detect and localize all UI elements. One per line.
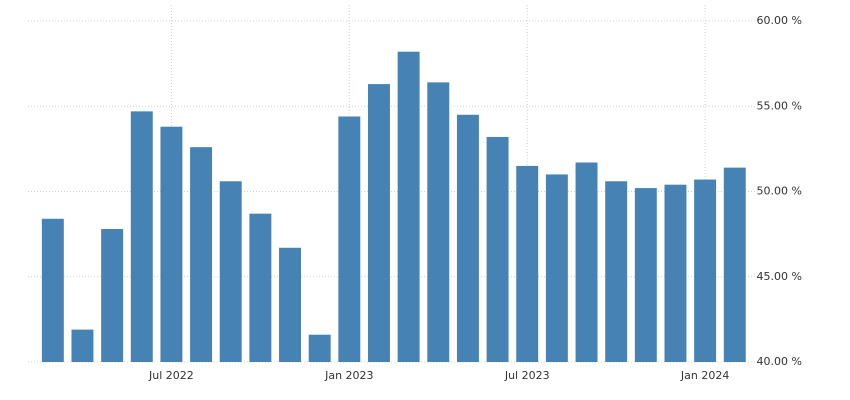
- y-tick-label: 40.00 %: [757, 355, 802, 368]
- bar: [279, 247, 301, 362]
- bar: [308, 334, 331, 362]
- x-tick-label: Jul 2023: [504, 369, 550, 382]
- bar: [694, 179, 717, 362]
- bar: [219, 181, 242, 362]
- x-tick-label: Jan 2023: [324, 369, 373, 382]
- bar: [130, 111, 153, 363]
- bar: [456, 114, 479, 363]
- bar: [634, 188, 657, 362]
- bar: [101, 229, 124, 362]
- bar: [516, 165, 539, 362]
- bar: [190, 147, 213, 362]
- bar: [427, 82, 450, 362]
- bar: [397, 51, 420, 362]
- bar: [160, 126, 183, 363]
- y-tick-label: 60.00 %: [757, 14, 802, 27]
- bar: [71, 329, 94, 362]
- x-tick-label: Jul 2022: [148, 369, 194, 382]
- x-tick-label: Jan 2024: [680, 369, 729, 382]
- bar: [605, 181, 628, 362]
- bar: [41, 218, 64, 362]
- y-tick-label: 45.00 %: [757, 270, 802, 283]
- y-tick-label: 55.00 %: [757, 99, 802, 112]
- bar: [486, 136, 509, 362]
- bar: [664, 184, 687, 362]
- bar: [545, 174, 568, 362]
- bar: [575, 162, 598, 362]
- bar: [723, 167, 746, 362]
- y-tick-label: 50.00 %: [757, 185, 802, 198]
- bar: [368, 84, 390, 363]
- bar: [249, 213, 272, 362]
- bar: [338, 116, 361, 362]
